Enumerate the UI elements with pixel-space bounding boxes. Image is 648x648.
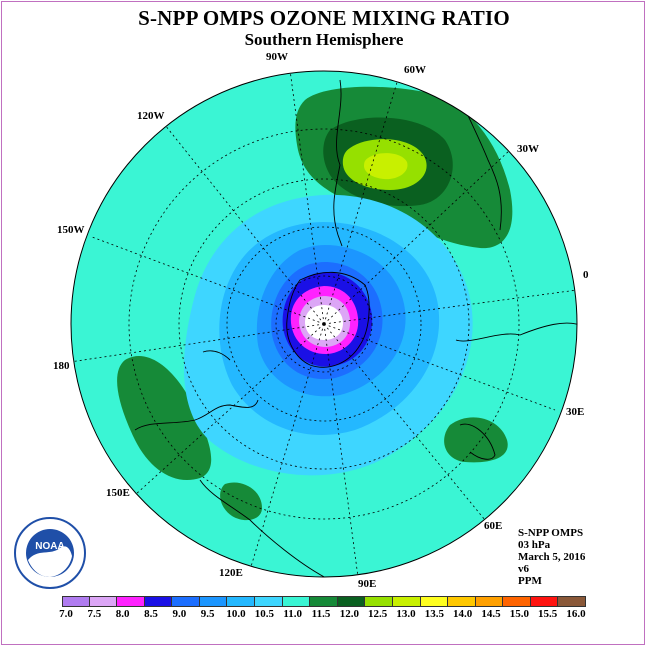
colorbar-swatch [337, 596, 366, 607]
figure-title: S-NPP OMPS OZONE MIXING RATIO [138, 6, 510, 30]
colorbar [62, 596, 586, 607]
info-date: March 5, 2016 [518, 551, 586, 563]
lon-label-90e: 90E [358, 578, 376, 590]
meridian-60e [323, 323, 486, 521]
colorbar-swatch [255, 596, 283, 607]
coast-south-america [333, 79, 343, 247]
coast-australia-south [199, 479, 331, 577]
colorbar-swatch [144, 596, 173, 607]
colorbar-tick-label: 11.5 [311, 608, 331, 620]
product-info: S-NPP OMPS 03 hPa March 5, 2016 v6 PPM [518, 527, 585, 587]
graticule [71, 71, 577, 577]
lon-label-60e: 60E [484, 520, 502, 532]
colorbar-swatch [530, 596, 559, 607]
colorbar-swatch [503, 596, 531, 607]
coast-antarctica [286, 271, 370, 368]
lon-label-30w: 30W [517, 143, 539, 155]
latitude-circle-80 [275, 275, 373, 373]
noaa-logo-text: NOAA [35, 541, 64, 552]
info-units: PPM [518, 575, 542, 587]
coast-australia-west [134, 399, 259, 431]
colorbar-swatch [89, 596, 118, 607]
lon-label-150w: 150W [57, 224, 85, 236]
colorbar-swatch [172, 596, 200, 607]
figure-subtitle: Southern Hemisphere [244, 30, 404, 49]
meridian-30e [323, 323, 556, 411]
info-level: 03 hPa [518, 539, 551, 551]
colorbar-tick-label: 16.0 [566, 608, 586, 620]
colorbar-tick-label: 11.0 [283, 608, 302, 620]
colorbar-tick-label: 14.5 [481, 608, 501, 620]
map-boundary [70, 70, 578, 578]
colorbar-tick-label: 13.0 [396, 608, 416, 620]
colorbar-swatch [227, 596, 256, 607]
coastlines [134, 79, 577, 577]
colorbar-tick-label: 7.0 [59, 608, 73, 620]
colorbar-tick-label: 9.5 [200, 608, 215, 620]
colorbar-tick-label: 9.0 [172, 608, 187, 620]
colorbar-swatch [420, 596, 449, 607]
contour-13-atlantic [364, 153, 408, 180]
colorbar-swatch [448, 596, 476, 607]
map-field [71, 71, 577, 577]
lon-label-120w: 120W [137, 110, 165, 122]
latitude-circle-60 [178, 178, 470, 470]
colorbar-swatch [392, 596, 421, 607]
colorbar-tick-label: 8.5 [144, 608, 158, 620]
contour-11-5-pacific [117, 356, 212, 481]
colorbar-tick-label: 13.5 [424, 608, 444, 620]
colorbar-tick-label: 8.0 [115, 608, 130, 620]
colorbar-swatch [282, 596, 311, 607]
lon-label-120e: 120E [219, 567, 243, 579]
lon-label-150e: 150E [106, 487, 130, 499]
coast-africa [455, 322, 577, 342]
colorbar-swatch [365, 596, 393, 607]
coast-new-zealand [202, 350, 231, 361]
info-product: S-NPP OMPS [518, 527, 584, 539]
info-version: v6 [518, 563, 529, 575]
lon-label-180: 180 [53, 360, 70, 372]
colorbar-swatch [199, 596, 228, 607]
colorbar-swatch [475, 596, 504, 607]
colorbar-tick-label: 7.5 [87, 608, 102, 620]
lon-label-30e: 30E [566, 406, 584, 418]
contour-11-5-indian [444, 417, 508, 463]
latitude-circle-70 [226, 226, 422, 422]
colorbar-tick-label: 10.0 [226, 608, 246, 620]
contour-11-5-south-pacific [220, 482, 262, 521]
colorbar-swatch [62, 596, 90, 607]
coast-madagascar [459, 423, 496, 460]
noaa-logo: NOAA [14, 517, 86, 589]
colorbar-tick-label: 14.0 [453, 608, 473, 620]
colorbar-tick-label: 15.5 [538, 608, 558, 620]
colorbar-swatch [558, 596, 586, 607]
colorbar-swatch [117, 596, 145, 607]
latitude-circle-50 [128, 128, 520, 520]
colorbar-tick-label: 10.5 [254, 608, 274, 620]
lon-label-0: 0 [583, 269, 589, 281]
lon-label-90w: 90W [266, 51, 288, 63]
colorbar-swatch [310, 596, 338, 607]
lon-label-60w: 60W [404, 64, 426, 76]
meridian-150w [91, 236, 325, 325]
colorbar-tick-label: 12.0 [339, 608, 359, 620]
colorbar-tick-label: 12.5 [368, 608, 388, 620]
colorbar-ticks: 7.0 7.5 8.0 8.5 9.0 9.5 10.0 10.5 11.0 11.5 12.0 12… [0, 608, 648, 622]
colorbar-tick-label: 15.0 [509, 608, 529, 620]
